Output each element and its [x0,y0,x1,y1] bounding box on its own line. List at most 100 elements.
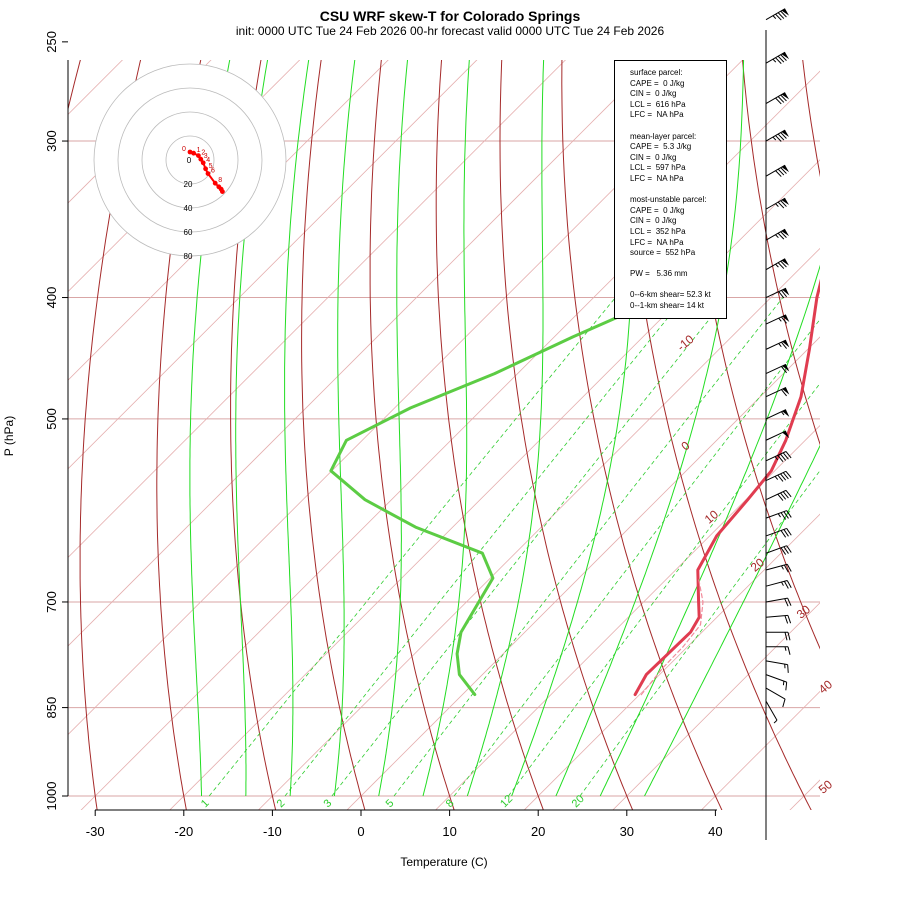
wind-barb-full [775,170,782,177]
wind-barb-full [777,201,785,209]
wind-barb-full [783,546,789,554]
wind-barb-full [787,615,792,624]
dry-adiabat-label: -10 [674,332,697,354]
wind-barb-half [774,456,779,461]
param-line: LCL = 352 hPa [630,226,686,236]
wind-barb-shaft [765,510,787,519]
isotherm-line [612,602,820,810]
dry-adiabat-line [802,60,820,178]
wind-barb-full [780,10,787,18]
wind-barb-half [774,476,779,480]
x-tick-label: 40 [708,824,722,839]
chart-subtitle: init: 0000 UTC Tue 24 Feb 2026 00-hr for… [235,24,665,38]
wind-barb [765,700,778,724]
param-line: CAPE = 0 J/kg [630,78,685,88]
dry-adiabat-line [79,60,142,810]
wind-barb-full [783,529,789,537]
param-heading: most-unstable parcel: [630,195,707,205]
wind-barb [765,228,790,241]
x-tick-label: 30 [620,824,634,839]
dry-adiabat-line [844,0,900,822]
wind-barb-full [783,564,789,573]
mixing-ratio-label: 2 [275,797,288,810]
hodograph-point-label: 5 [209,163,213,170]
wind-barb-full [786,580,792,588]
wind-barb-full [777,96,785,103]
wind-barb-flag [782,340,790,348]
wind-barb-shaft [765,197,786,210]
wind-barb-flag [782,430,790,439]
hodograph-origin-label: 0 [187,156,192,165]
wind-barb [765,339,790,350]
wind-barb-half [777,513,781,518]
wind-barb-full [780,231,787,238]
wind-barb-shaft [765,489,787,501]
hodograph-ring [93,63,287,257]
param-line: CIN = 0 J/kg [630,152,677,162]
wind-barb-full [775,13,782,21]
wind-barbs [765,8,792,840]
wind-barb-shaft [765,470,787,482]
wind-barb [766,646,791,655]
wind-barb-half [781,565,784,570]
wind-barb-shaft [765,597,788,603]
mixing-ratio-line [453,318,820,797]
dry-adiabats [68,0,900,822]
moist-adiabat-line [422,60,470,797]
param-line: source = 552 hPa [630,248,696,258]
wind-barb [765,51,790,64]
wind-barb-flag [781,130,790,137]
wind-barb-full [782,698,786,708]
wind-barb-full [781,341,787,349]
wind-barb-shaft [765,527,787,537]
wind-barb-half [781,411,785,416]
wind-barb-full [787,632,791,641]
dry-adiabat-line [742,60,820,446]
mixing-ratio-line [208,297,616,797]
wind-barb [765,614,792,624]
wind-barb-half [784,646,787,651]
dry-adiabat-label: 30 [794,602,813,622]
wind-barb [765,580,792,589]
moist-adiabat-line [599,264,820,797]
wind-barb [765,287,790,299]
wind-barb-full [785,451,792,459]
wind-barb-full [787,646,791,655]
wind-barb-flag [781,92,790,100]
wind-barb-flag [782,364,790,372]
mixing-ratio-line [284,297,685,797]
hodograph-point [220,189,225,195]
param-section: PW = 5.36 mm [630,269,726,280]
wind-barb-flag [781,165,790,173]
wind-barb-full [782,491,789,499]
wind-barb-flag [781,198,790,206]
wind-barb [765,164,790,177]
y-tick-label: 400 [44,287,59,309]
wind-barb-full [783,581,789,589]
mixing-ratio-line [579,469,820,797]
dry-adiabat-label: 0 [678,438,692,453]
hodograph-point [196,153,201,159]
hodograph-ring-label: 80 [184,252,193,261]
wind-barb-full [780,512,787,520]
wind-barb-full [777,232,785,240]
wind-barb [765,363,790,375]
wind-barb-full [781,316,787,324]
wind-barb-full [781,389,787,397]
param-line: 0--1-km shear= 14 kt [630,301,705,311]
moist-adiabat-line [378,60,409,797]
wind-barb-full [777,454,784,463]
wind-barb-full [786,528,792,536]
y-tick-label: 700 [44,591,59,613]
hodograph-ring-label: 20 [184,180,193,189]
wind-barb-flag [781,229,790,237]
x-tick-label: 0 [357,824,364,839]
wind-barb-shaft [765,386,787,398]
hodograph-point [203,166,209,172]
param-section: most-unstable parcel: CAPE = 0 J/kg CIN = … [630,195,726,259]
wind-barb-half [781,581,784,586]
wind-barb [765,386,790,398]
param-line: LCL = 616 hPa [630,99,686,109]
wind-barb-half [772,136,777,141]
